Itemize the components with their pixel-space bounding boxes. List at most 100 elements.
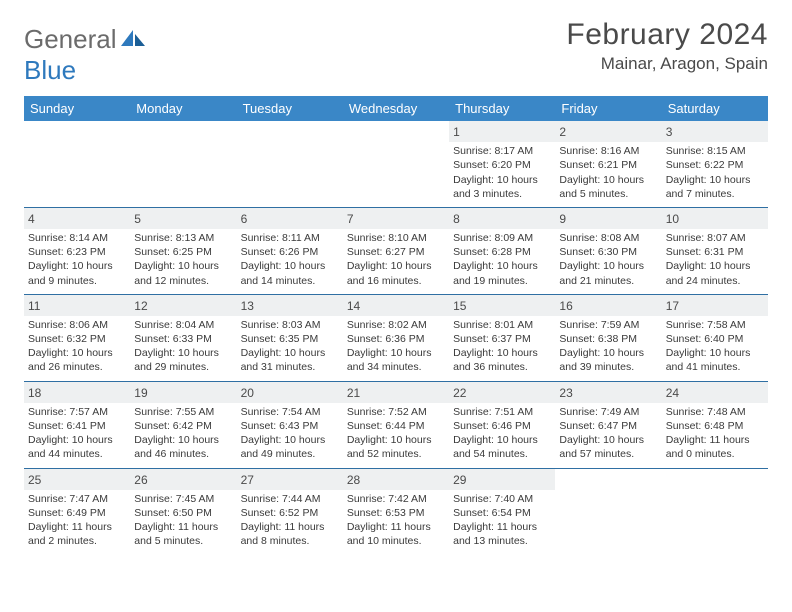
calendar-day-cell: 8Sunrise: 8:09 AMSunset: 6:28 PMDaylight… xyxy=(449,207,555,294)
calendar-day-cell: 25Sunrise: 7:47 AMSunset: 6:49 PMDayligh… xyxy=(24,468,130,554)
day-number: 1 xyxy=(449,121,555,142)
day-info: Sunrise: 8:04 AMSunset: 6:33 PMDaylight:… xyxy=(134,318,232,375)
sunset-line: Sunset: 6:48 PM xyxy=(666,419,764,433)
sunset-line: Sunset: 6:44 PM xyxy=(347,419,445,433)
sunset-line: Sunset: 6:53 PM xyxy=(347,506,445,520)
sunrise-line: Sunrise: 7:52 AM xyxy=(347,405,445,419)
daylight-line: Daylight: 10 hours and 31 minutes. xyxy=(241,346,339,374)
daylight-line: Daylight: 10 hours and 14 minutes. xyxy=(241,259,339,287)
day-number: 23 xyxy=(555,382,661,403)
calendar-day-cell: 12Sunrise: 8:04 AMSunset: 6:33 PMDayligh… xyxy=(130,294,236,381)
weekday-header: Friday xyxy=(555,96,661,121)
calendar-day-cell: 3Sunrise: 8:15 AMSunset: 6:22 PMDaylight… xyxy=(662,121,768,207)
calendar-day-cell: 1Sunrise: 8:17 AMSunset: 6:20 PMDaylight… xyxy=(449,121,555,207)
sunrise-line: Sunrise: 8:09 AM xyxy=(453,231,551,245)
daylight-line: Daylight: 10 hours and 49 minutes. xyxy=(241,433,339,461)
calendar-day-cell: 21Sunrise: 7:52 AMSunset: 6:44 PMDayligh… xyxy=(343,381,449,468)
day-info: Sunrise: 7:58 AMSunset: 6:40 PMDaylight:… xyxy=(666,318,764,375)
sunset-line: Sunset: 6:28 PM xyxy=(453,245,551,259)
sunset-line: Sunset: 6:38 PM xyxy=(559,332,657,346)
sunset-line: Sunset: 6:31 PM xyxy=(666,245,764,259)
day-number: 26 xyxy=(130,469,236,490)
day-number: 8 xyxy=(449,208,555,229)
day-info: Sunrise: 8:02 AMSunset: 6:36 PMDaylight:… xyxy=(347,318,445,375)
day-number: 21 xyxy=(343,382,449,403)
calendar-table: SundayMondayTuesdayWednesdayThursdayFrid… xyxy=(24,96,768,554)
sunrise-line: Sunrise: 7:47 AM xyxy=(28,492,126,506)
weekday-header: Thursday xyxy=(449,96,555,121)
sunset-line: Sunset: 6:46 PM xyxy=(453,419,551,433)
calendar-day-cell: 23Sunrise: 7:49 AMSunset: 6:47 PMDayligh… xyxy=(555,381,661,468)
sunset-line: Sunset: 6:21 PM xyxy=(559,158,657,172)
brand-text: General Blue xyxy=(24,24,147,86)
sunset-line: Sunset: 6:25 PM xyxy=(134,245,232,259)
daylight-line: Daylight: 10 hours and 52 minutes. xyxy=(347,433,445,461)
daylight-line: Daylight: 10 hours and 3 minutes. xyxy=(453,173,551,201)
sunset-line: Sunset: 6:20 PM xyxy=(453,158,551,172)
calendar-header-row: SundayMondayTuesdayWednesdayThursdayFrid… xyxy=(24,96,768,121)
sunrise-line: Sunrise: 7:48 AM xyxy=(666,405,764,419)
day-info: Sunrise: 8:03 AMSunset: 6:35 PMDaylight:… xyxy=(241,318,339,375)
day-info: Sunrise: 7:57 AMSunset: 6:41 PMDaylight:… xyxy=(28,405,126,462)
sunrise-line: Sunrise: 7:49 AM xyxy=(559,405,657,419)
day-number: 9 xyxy=(555,208,661,229)
sunset-line: Sunset: 6:52 PM xyxy=(241,506,339,520)
day-number: 20 xyxy=(237,382,343,403)
sunrise-line: Sunrise: 8:03 AM xyxy=(241,318,339,332)
sunset-line: Sunset: 6:49 PM xyxy=(28,506,126,520)
day-number: 6 xyxy=(237,208,343,229)
brand-logo: General Blue xyxy=(24,24,147,86)
sunset-line: Sunset: 6:23 PM xyxy=(28,245,126,259)
day-number: 13 xyxy=(237,295,343,316)
day-info: Sunrise: 7:42 AMSunset: 6:53 PMDaylight:… xyxy=(347,492,445,549)
daylight-line: Daylight: 10 hours and 24 minutes. xyxy=(666,259,764,287)
day-info: Sunrise: 8:13 AMSunset: 6:25 PMDaylight:… xyxy=(134,231,232,288)
calendar-day-cell: 20Sunrise: 7:54 AMSunset: 6:43 PMDayligh… xyxy=(237,381,343,468)
daylight-line: Daylight: 10 hours and 44 minutes. xyxy=(28,433,126,461)
sunset-line: Sunset: 6:43 PM xyxy=(241,419,339,433)
weekday-header: Sunday xyxy=(24,96,130,121)
day-number: 7 xyxy=(343,208,449,229)
calendar-day-cell: 17Sunrise: 7:58 AMSunset: 6:40 PMDayligh… xyxy=(662,294,768,381)
calendar-day-cell: . xyxy=(24,121,130,207)
day-info: Sunrise: 7:48 AMSunset: 6:48 PMDaylight:… xyxy=(666,405,764,462)
sunrise-line: Sunrise: 8:01 AM xyxy=(453,318,551,332)
day-number: 27 xyxy=(237,469,343,490)
day-number: 3 xyxy=(662,121,768,142)
calendar-week-row: 11Sunrise: 8:06 AMSunset: 6:32 PMDayligh… xyxy=(24,294,768,381)
day-info: Sunrise: 7:51 AMSunset: 6:46 PMDaylight:… xyxy=(453,405,551,462)
sunrise-line: Sunrise: 7:42 AM xyxy=(347,492,445,506)
day-number: 5 xyxy=(130,208,236,229)
day-number: 24 xyxy=(662,382,768,403)
day-info: Sunrise: 8:10 AMSunset: 6:27 PMDaylight:… xyxy=(347,231,445,288)
daylight-line: Daylight: 11 hours and 0 minutes. xyxy=(666,433,764,461)
calendar-day-cell: . xyxy=(343,121,449,207)
sunset-line: Sunset: 6:37 PM xyxy=(453,332,551,346)
daylight-line: Daylight: 10 hours and 29 minutes. xyxy=(134,346,232,374)
day-info: Sunrise: 7:44 AMSunset: 6:52 PMDaylight:… xyxy=(241,492,339,549)
daylight-line: Daylight: 10 hours and 9 minutes. xyxy=(28,259,126,287)
daylight-line: Daylight: 10 hours and 5 minutes. xyxy=(559,173,657,201)
calendar-day-cell: 13Sunrise: 8:03 AMSunset: 6:35 PMDayligh… xyxy=(237,294,343,381)
title-block: February 2024 Mainar, Aragon, Spain xyxy=(566,18,768,74)
sunset-line: Sunset: 6:27 PM xyxy=(347,245,445,259)
sunrise-line: Sunrise: 7:51 AM xyxy=(453,405,551,419)
day-number: 4 xyxy=(24,208,130,229)
day-info: Sunrise: 7:52 AMSunset: 6:44 PMDaylight:… xyxy=(347,405,445,462)
daylight-line: Daylight: 11 hours and 13 minutes. xyxy=(453,520,551,548)
sunset-line: Sunset: 6:32 PM xyxy=(28,332,126,346)
day-info: Sunrise: 8:07 AMSunset: 6:31 PMDaylight:… xyxy=(666,231,764,288)
daylight-line: Daylight: 10 hours and 39 minutes. xyxy=(559,346,657,374)
daylight-line: Daylight: 10 hours and 57 minutes. xyxy=(559,433,657,461)
day-number: 16 xyxy=(555,295,661,316)
calendar-day-cell: 29Sunrise: 7:40 AMSunset: 6:54 PMDayligh… xyxy=(449,468,555,554)
sunrise-line: Sunrise: 8:15 AM xyxy=(666,144,764,158)
sail-icon xyxy=(119,28,147,48)
sunrise-line: Sunrise: 7:45 AM xyxy=(134,492,232,506)
weekday-header: Saturday xyxy=(662,96,768,121)
sunrise-line: Sunrise: 7:57 AM xyxy=(28,405,126,419)
day-info: Sunrise: 7:49 AMSunset: 6:47 PMDaylight:… xyxy=(559,405,657,462)
day-number: 12 xyxy=(130,295,236,316)
sunset-line: Sunset: 6:42 PM xyxy=(134,419,232,433)
sunrise-line: Sunrise: 7:58 AM xyxy=(666,318,764,332)
